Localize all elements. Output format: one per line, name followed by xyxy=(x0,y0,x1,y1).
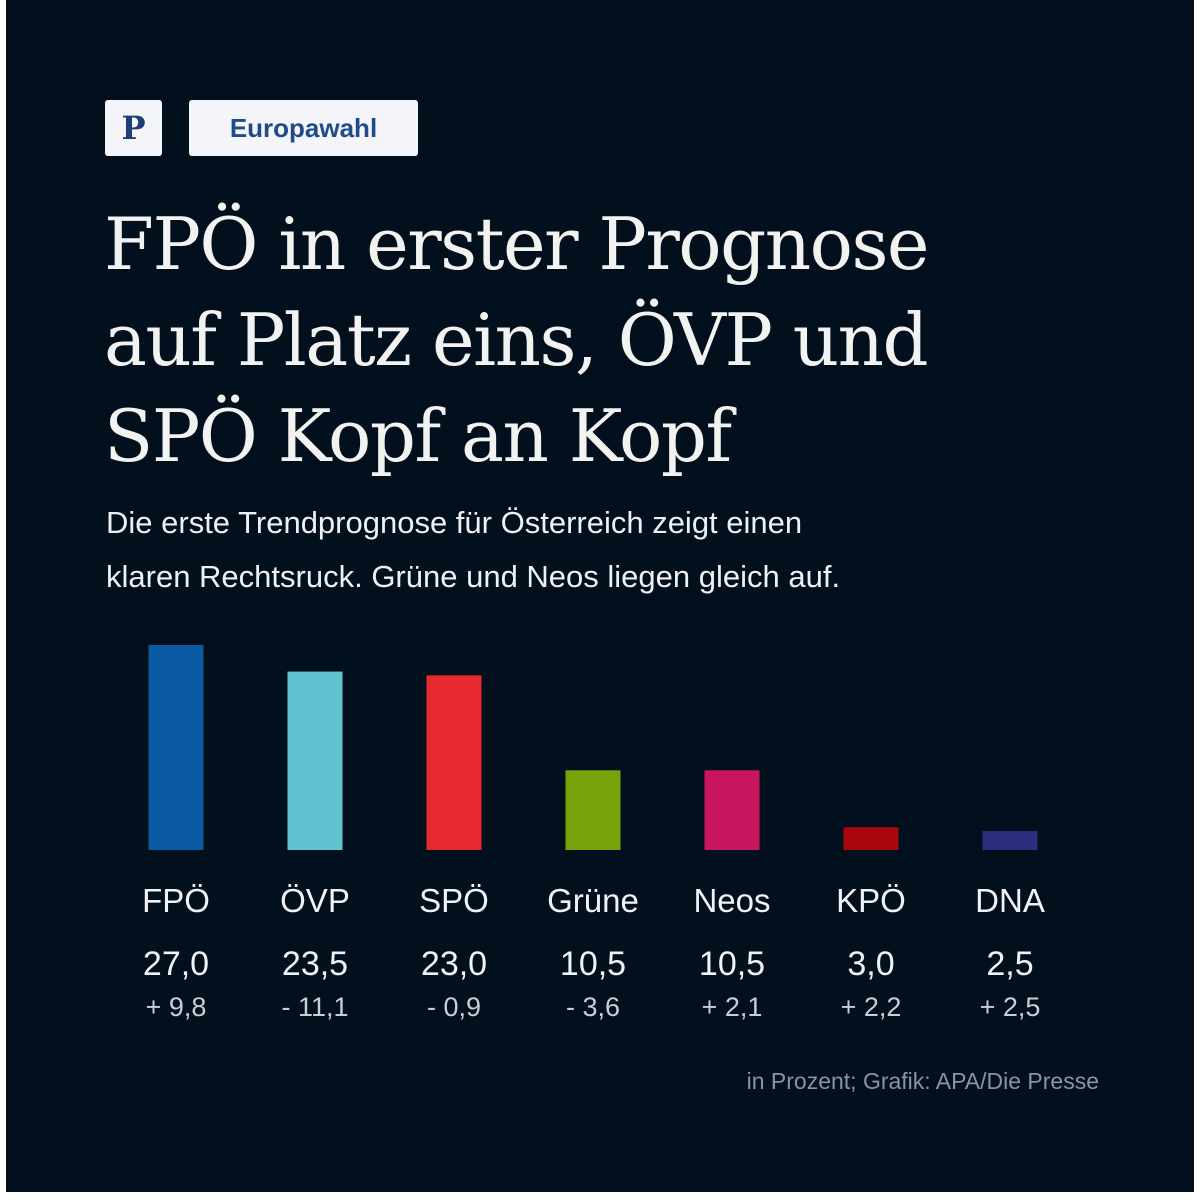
category-tag[interactable]: Europawahl xyxy=(189,100,418,156)
change-label: - 0,9 xyxy=(427,992,481,1022)
headline-line-2: auf Platz eins, ÖVP und xyxy=(104,298,929,382)
bar-grüne xyxy=(565,770,621,850)
category-label: KPÖ xyxy=(836,882,906,919)
bar-neos xyxy=(704,770,760,850)
source-note: in Prozent; Grafik: APA/Die Presse xyxy=(746,1068,1099,1094)
category-label: SPÖ xyxy=(419,882,489,919)
category-label: ÖVP xyxy=(280,882,350,919)
category-label: Neos xyxy=(693,882,770,919)
change-label: - 11,1 xyxy=(281,992,348,1022)
change-label: + 2,1 xyxy=(702,992,763,1022)
headline-line-1: FPÖ in erster Prognose xyxy=(104,202,930,286)
subtitle-line-1: Die erste Trendprognose für Österreich z… xyxy=(106,505,803,540)
presse-logo[interactable]: P xyxy=(105,100,162,156)
headline: FPÖ in erster Prognose auf Platz eins, Ö… xyxy=(104,196,1104,484)
headline-line-3: SPÖ Kopf an Kopf xyxy=(104,394,732,478)
infographic-card: P Europawahl FPÖ in erster Prognose auf … xyxy=(6,0,1194,1192)
change-label: + 2,5 xyxy=(980,992,1041,1022)
value-label: 10,5 xyxy=(560,945,626,983)
category-label: Grüne xyxy=(547,882,639,919)
category-label: FPÖ xyxy=(142,882,210,919)
bar-fpö xyxy=(148,645,204,850)
value-label: 10,5 xyxy=(699,945,765,983)
bar-dna xyxy=(982,831,1038,850)
labels-group: FPÖ 27,0 + 9,8 ÖVP 23,5 - 11,1 SPÖ 23,0 - 0,9 Grü… xyxy=(142,882,1045,1022)
value-label: 27,0 xyxy=(143,945,209,983)
change-label: - 3,6 xyxy=(566,992,620,1022)
change-label: + 2,2 xyxy=(841,992,902,1022)
value-label: 2,5 xyxy=(986,945,1033,983)
value-label: 23,5 xyxy=(282,945,348,983)
bar-övp xyxy=(287,671,343,850)
subtitle: Die erste Trendprognose für Österreich z… xyxy=(106,496,1106,604)
bars-group xyxy=(148,645,1038,850)
subtitle-line-2: klaren Rechtsruck. Grüne und Neos liegen… xyxy=(106,559,841,594)
value-label: 3,0 xyxy=(847,945,894,983)
change-label: + 9,8 xyxy=(146,992,207,1022)
value-label: 23,0 xyxy=(421,945,487,983)
bar-kpö xyxy=(843,827,899,850)
logo-letter: P xyxy=(121,109,146,147)
category-label: DNA xyxy=(975,882,1045,919)
bar-spö xyxy=(426,675,482,850)
